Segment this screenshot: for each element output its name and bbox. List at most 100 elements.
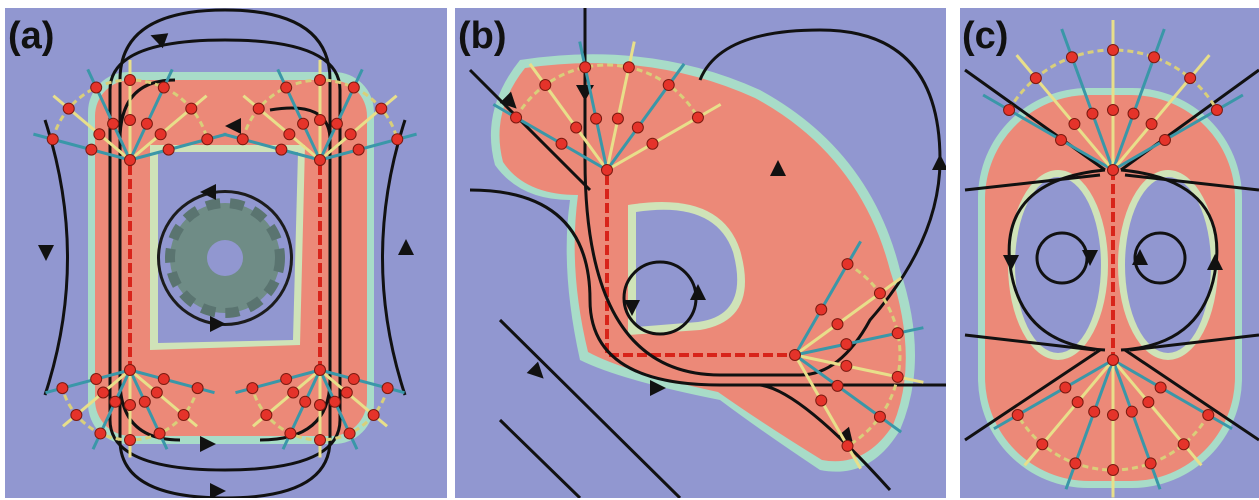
node <box>1012 410 1023 421</box>
node <box>125 115 136 126</box>
node <box>1178 439 1189 450</box>
node <box>1108 105 1119 116</box>
panel-label: (b) <box>458 15 507 57</box>
node <box>341 387 352 398</box>
node <box>1066 52 1077 63</box>
node <box>237 134 248 145</box>
node <box>348 82 359 93</box>
node <box>556 138 567 149</box>
node <box>1089 406 1100 417</box>
node <box>353 144 364 155</box>
node <box>91 374 102 385</box>
node <box>841 339 852 350</box>
panel-c <box>960 8 1259 498</box>
node <box>57 383 68 394</box>
panel-label: (a) <box>8 15 54 57</box>
node <box>1159 135 1170 146</box>
node <box>647 138 658 149</box>
node <box>1087 108 1098 119</box>
node <box>261 409 272 420</box>
node <box>125 75 136 86</box>
node <box>842 259 853 270</box>
node <box>253 103 264 114</box>
node <box>315 400 326 411</box>
node <box>91 82 102 93</box>
node <box>832 319 843 330</box>
node <box>315 155 326 166</box>
node <box>47 134 58 145</box>
node <box>125 155 136 166</box>
node <box>382 383 393 394</box>
node <box>139 396 150 407</box>
node <box>612 113 623 124</box>
node <box>368 409 379 420</box>
node <box>376 103 387 114</box>
node <box>315 435 326 446</box>
node <box>247 383 258 394</box>
node <box>281 82 292 93</box>
node <box>892 328 903 339</box>
node <box>344 428 355 439</box>
node <box>71 409 82 420</box>
node <box>1108 45 1119 56</box>
node <box>1108 410 1119 421</box>
node <box>1108 465 1119 476</box>
node <box>63 103 74 114</box>
node <box>1070 458 1081 469</box>
node <box>1149 52 1160 63</box>
node <box>125 365 136 376</box>
node <box>163 144 174 155</box>
node <box>1069 119 1080 130</box>
node <box>632 122 643 133</box>
node <box>511 112 522 123</box>
node <box>186 103 197 114</box>
node <box>1037 439 1048 450</box>
node <box>94 129 105 140</box>
node <box>345 129 356 140</box>
node <box>1146 119 1157 130</box>
figure: (a) (b) <box>0 0 1259 500</box>
node <box>832 380 843 391</box>
node <box>1108 165 1119 176</box>
node <box>841 360 852 371</box>
node <box>540 80 551 91</box>
node <box>1143 397 1154 408</box>
node <box>86 144 97 155</box>
node <box>1060 382 1071 393</box>
node <box>108 118 119 129</box>
node <box>141 118 152 129</box>
node <box>158 82 169 93</box>
node <box>1145 458 1156 469</box>
node <box>1126 406 1137 417</box>
node <box>1185 73 1196 84</box>
node <box>692 112 703 123</box>
node <box>98 387 109 398</box>
node <box>663 80 674 91</box>
node <box>125 400 136 411</box>
node <box>348 374 359 385</box>
node <box>1211 105 1222 116</box>
node <box>623 62 634 73</box>
node <box>571 122 582 133</box>
node <box>315 75 326 86</box>
node <box>874 411 885 422</box>
node <box>154 428 165 439</box>
node <box>1004 105 1015 116</box>
node <box>1128 108 1139 119</box>
node <box>874 288 885 299</box>
node <box>816 304 827 315</box>
node <box>151 387 162 398</box>
node <box>285 428 296 439</box>
node <box>178 409 189 420</box>
node <box>125 435 136 446</box>
node <box>158 374 169 385</box>
node <box>1030 73 1041 84</box>
node <box>1203 410 1214 421</box>
node <box>842 440 853 451</box>
node <box>95 428 106 439</box>
node <box>284 129 295 140</box>
node <box>192 383 203 394</box>
node <box>315 115 326 126</box>
node <box>155 129 166 140</box>
node <box>816 395 827 406</box>
